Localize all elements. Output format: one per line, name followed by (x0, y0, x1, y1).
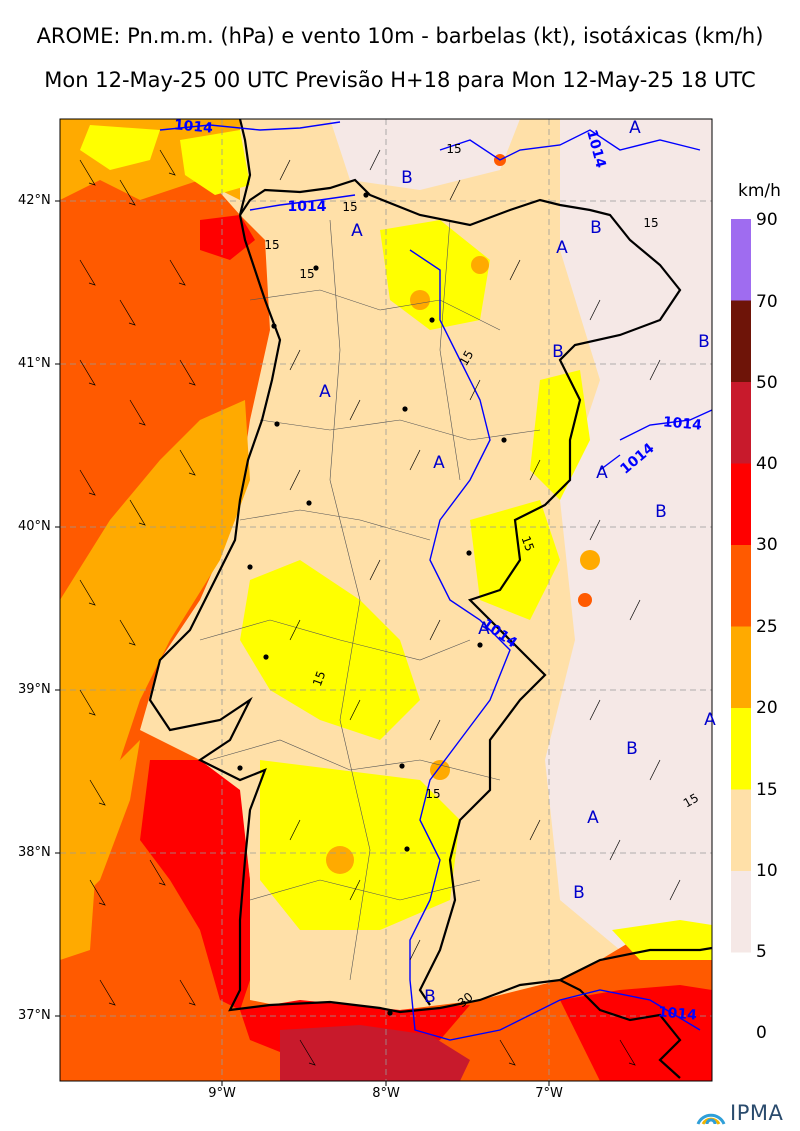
high-pressure-marker: A (704, 710, 716, 730)
ipma-logo-text: IPMA (730, 1101, 784, 1125)
isotach-label: 15 (342, 200, 357, 214)
wind-hotspot (578, 593, 592, 607)
wind-speed-5-10-zone (330, 119, 520, 190)
colorbar-tick: 40 (756, 454, 778, 474)
isotach-label: 15 (425, 787, 440, 801)
colorbar-tick: 25 (756, 617, 778, 637)
lat-label-39: 39°N (18, 682, 51, 697)
isotach-label: 15 (519, 534, 537, 553)
colorbar-tick: 10 (756, 861, 778, 881)
isotach-label: 15 (264, 238, 279, 252)
low-pressure-marker: B (590, 218, 602, 238)
high-pressure-marker: A (556, 238, 568, 258)
land-wind-15-20 (260, 760, 460, 930)
low-pressure-marker: B (655, 502, 667, 522)
low-pressure-marker: B (424, 987, 436, 1007)
ocean-wind-20-25 (60, 400, 250, 820)
colorbar-segment (731, 871, 751, 953)
high-pressure-marker: A (351, 221, 363, 241)
colorbar-segment (731, 219, 751, 301)
isobar-label: 1014 (657, 1004, 697, 1023)
wind-hotspot (326, 846, 354, 874)
wind-hotspot (410, 290, 430, 310)
title-line-2: Mon 12-May-25 00 UTC Previsão H+18 para … (44, 68, 756, 92)
colorbar-segment (731, 382, 751, 464)
isotach-label: 15 (299, 267, 314, 281)
lat-label-41: 41°N (18, 356, 51, 371)
colorbar-segment (731, 626, 751, 708)
land-wind-15-20 (240, 560, 420, 740)
isobar-label: 1014 (662, 414, 702, 433)
colorbar-segment (731, 300, 751, 382)
colorbar-tick: 5 (756, 942, 767, 962)
colorbar-segment (731, 789, 751, 871)
plot-area (60, 119, 712, 1081)
colorbar-tick: 0 (756, 1023, 767, 1043)
low-pressure-marker: B (552, 342, 564, 362)
country-border (239, 178, 682, 1006)
isobar-lines (159, 121, 712, 1041)
high-pressure-marker: A (433, 453, 445, 473)
high-pressure-marker: A (629, 118, 641, 138)
ocean-wind-40-50 (280, 1025, 470, 1081)
land-wind-15-20 (530, 370, 590, 500)
lon-label-8w: 8°W (372, 1086, 400, 1101)
colorbar-segment (731, 545, 751, 627)
isotach-label: 15 (446, 142, 461, 156)
wind-hotspot (430, 760, 450, 780)
colorbar-segment (731, 708, 751, 790)
lat-label-42: 42°N (18, 193, 51, 208)
colorbar-unit: km/h (738, 181, 781, 201)
high-pressure-marker: A (478, 619, 490, 639)
wind-hotspot (580, 550, 600, 570)
district-borders (199, 219, 541, 981)
land-wind-15-20 (80, 125, 160, 170)
isobar-label: 1014 (173, 117, 213, 136)
title-line-1: AROME: Pn.m.m. (hPa) e vento 10m - barbe… (36, 24, 764, 48)
isotach-label: 15 (681, 791, 701, 811)
low-pressure-marker: B (626, 739, 638, 759)
land-wind-15-20 (380, 220, 490, 330)
land-wind-15-20 (180, 130, 250, 195)
ocean-wind-30-40 (140, 760, 250, 1010)
high-pressure-marker: A (596, 463, 608, 483)
land-wind-15-20 (470, 500, 560, 620)
coastline (238, 119, 252, 216)
land-wind-15-20 (60, 860, 95, 960)
lat-label-37: 37°N (18, 1008, 51, 1023)
lon-label-7w: 7°W (535, 1086, 563, 1101)
lat-label-40: 40°N (18, 519, 51, 534)
colorbar-tick: 15 (756, 780, 778, 800)
isotach-label: 15 (643, 216, 658, 230)
country-border (559, 946, 712, 981)
high-pressure-marker: A (587, 808, 599, 828)
low-pressure-marker: B (573, 883, 585, 903)
isotach-label: 15 (457, 348, 477, 368)
colorbar-tick: 50 (756, 373, 778, 393)
city-markers (237, 192, 507, 1016)
colorbar-segment (731, 463, 751, 545)
wind-barbs (79, 149, 681, 1066)
lat-label-38: 38°N (18, 845, 51, 860)
wind-hotspot (471, 256, 489, 274)
colorbar-tick: 90 (756, 210, 778, 230)
isotach-label: 15 (310, 669, 328, 688)
colorbar-tick: 70 (756, 292, 778, 312)
colorbar-tick: 20 (756, 698, 778, 718)
low-pressure-marker: B (401, 168, 413, 188)
isobar-label: 1014 (288, 199, 327, 215)
wind-speed-5-10-zone (545, 119, 712, 960)
ipma-logo-icon (696, 1113, 726, 1125)
high-pressure-marker: A (319, 382, 331, 402)
colorbar-tick: 30 (756, 535, 778, 555)
low-pressure-marker: B (698, 332, 710, 352)
colorbar (731, 219, 751, 953)
lon-label-9w: 9°W (208, 1086, 236, 1101)
coastline (148, 214, 682, 1079)
